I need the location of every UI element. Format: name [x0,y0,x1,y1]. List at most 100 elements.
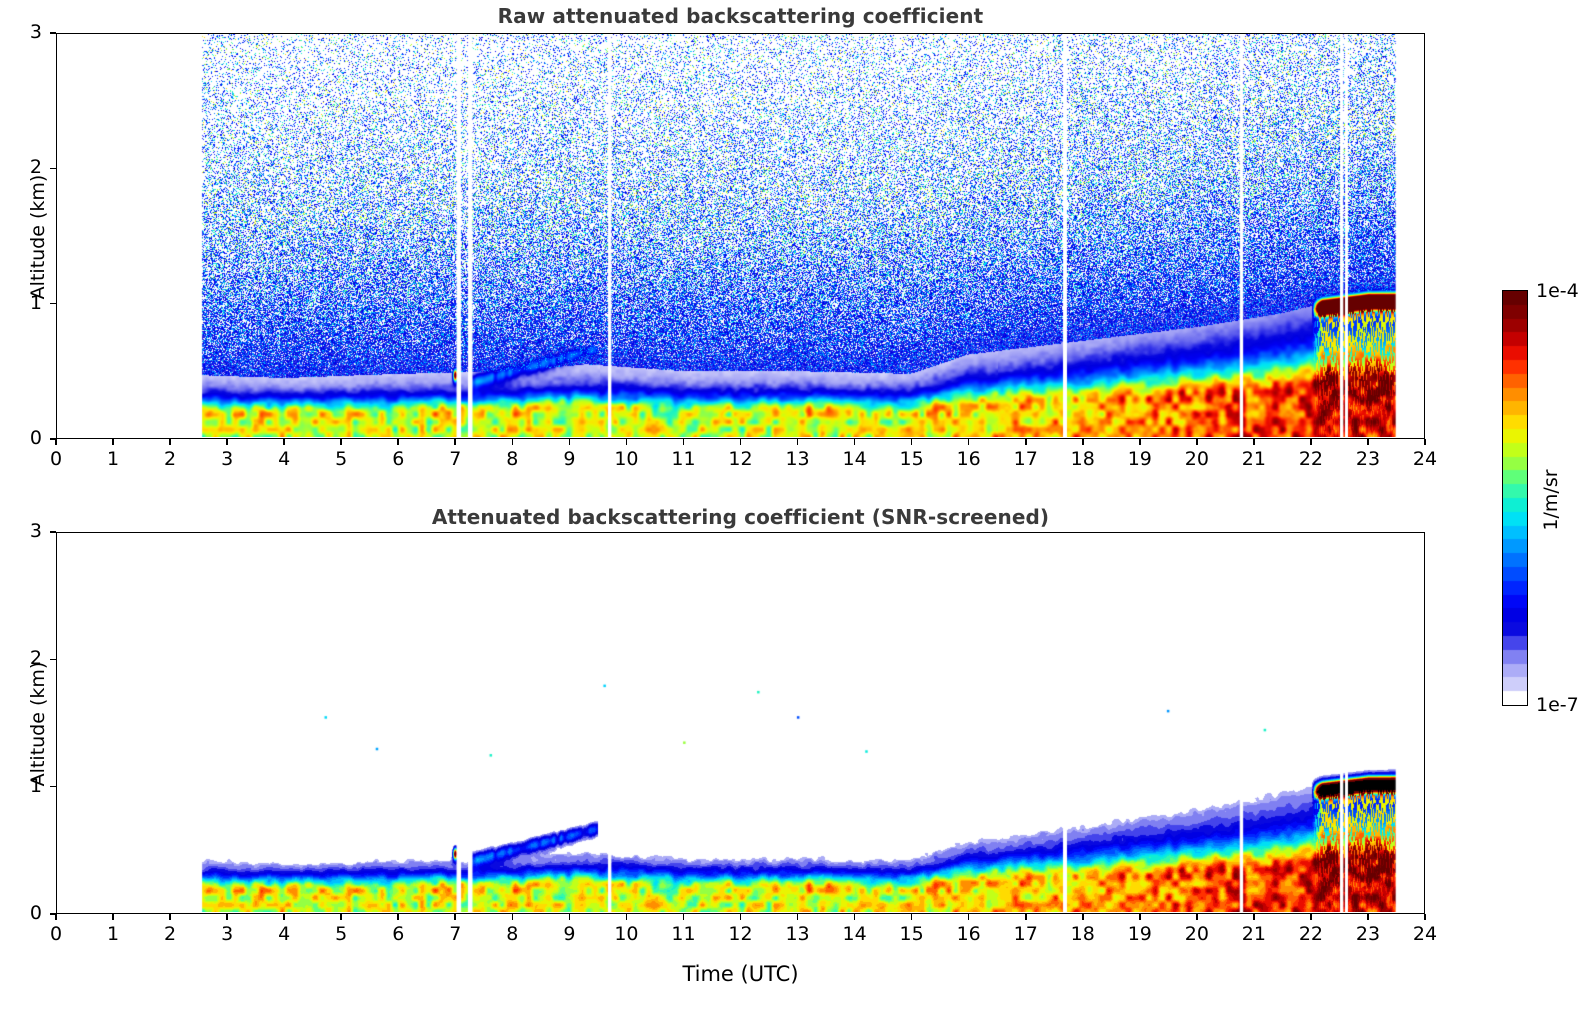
x-tick-label-16: 16 [956,448,981,470]
colorbar-label: 1/m/sr [1540,469,1562,531]
x-tick-mark [1310,439,1312,445]
x-tick-label-22: 22 [1298,923,1323,945]
x-tick-label-24: 24 [1412,923,1438,945]
x-tick-label-5: 5 [335,923,348,945]
x-tick-mark [910,439,913,445]
x-tick-mark [1138,439,1141,445]
x-tick-label-13: 13 [785,448,810,470]
x-tick-label-22: 22 [1298,448,1323,470]
x-tick-mark [1024,439,1027,445]
x-tick-label-11: 11 [671,923,696,945]
y-tick-label-2: 2 [29,156,42,179]
y-tick-mark [50,785,56,788]
x-tick-label-17: 17 [1013,448,1038,470]
x-tick-label-10: 10 [614,923,639,945]
x-tick-mark [1253,914,1255,920]
x-tick-label-2: 2 [164,923,177,945]
x-tick-label-0: 0 [49,923,63,945]
x-tick-label-24: 24 [1412,448,1438,470]
x-axis-label: Time (UTC) [682,962,799,986]
x-tick-label-23: 23 [1355,923,1381,945]
x-tick-label-0: 0 [49,448,63,470]
x-tick-label-2: 2 [164,448,177,470]
x-tick-label-18: 18 [1070,448,1095,470]
x-tick-label-18: 18 [1070,923,1095,945]
x-tick-label-23: 23 [1355,448,1381,470]
x-tick-mark [739,914,742,920]
x-tick-label-17: 17 [1013,923,1038,945]
x-tick-mark [1367,439,1369,445]
x-tick-mark [853,439,856,445]
x-tick-mark [169,439,171,445]
panel-title-raw: Raw attenuated backscattering coefficien… [497,4,984,28]
y-tick-label-1: 1 [29,291,42,314]
colorbar-gradient [1503,291,1527,705]
x-tick-mark [169,914,171,920]
plot-axes-screened [56,532,1425,914]
x-tick-mark [340,914,342,920]
x-tick-mark [1081,439,1084,445]
x-tick-mark [340,439,342,445]
x-tick-label-8: 8 [506,448,519,470]
x-tick-label-21: 21 [1241,448,1266,470]
x-tick-mark [625,439,628,445]
x-tick-label-6: 6 [392,923,405,945]
x-tick-mark [853,914,856,920]
x-tick-label-3: 3 [221,923,234,945]
x-tick-mark [796,439,799,445]
x-tick-label-4: 4 [278,448,291,470]
x-tick-label-12: 12 [728,448,753,470]
y-tick-mark [50,658,56,661]
x-tick-label-15: 15 [899,923,924,945]
x-tick-mark [625,914,628,920]
x-tick-label-19: 19 [1127,448,1152,470]
x-tick-mark [112,439,114,445]
x-tick-mark [1024,914,1027,920]
colorbar-tick-max: 1e-4 [1536,280,1579,302]
x-tick-mark [511,914,514,920]
x-tick-mark [796,914,799,920]
x-tick-mark [1367,914,1369,920]
x-tick-mark [397,439,400,445]
y-tick-label-2: 2 [29,647,42,670]
x-tick-mark [454,914,457,920]
x-tick-label-1: 1 [106,923,120,945]
x-tick-label-14: 14 [842,923,867,945]
x-tick-label-9: 9 [563,923,576,945]
x-tick-mark [283,439,285,445]
y-tick-mark [50,32,56,34]
x-tick-label-21: 21 [1241,923,1266,945]
heatmap-canvas-screened [57,533,1423,912]
x-tick-label-10: 10 [614,448,639,470]
x-tick-mark [55,439,57,445]
x-tick-mark [1196,914,1198,920]
y-tick-mark [50,531,56,533]
x-tick-label-3: 3 [221,448,234,470]
x-tick-mark [1310,914,1312,920]
x-tick-mark [1081,914,1084,920]
y-tick-label-3: 3 [29,21,42,43]
y-tick-mark [50,167,56,170]
x-tick-label-14: 14 [842,448,867,470]
x-tick-label-19: 19 [1127,923,1152,945]
x-tick-label-20: 20 [1184,923,1209,945]
plot-axes-raw [56,33,1425,439]
x-tick-mark [682,914,685,920]
x-tick-label-1: 1 [106,448,120,470]
x-tick-mark [1196,439,1198,445]
colorbar-tick-min: 1e-7 [1536,694,1579,716]
heatmap-canvas-raw [57,34,1423,437]
x-tick-mark [1253,439,1255,445]
y-tick-mark [50,438,56,440]
x-tick-label-16: 16 [956,923,981,945]
y-tick-label-0: 0 [29,902,42,924]
x-tick-mark [226,439,228,445]
x-tick-label-9: 9 [563,448,576,470]
x-tick-mark [397,914,400,920]
x-tick-mark [283,914,285,920]
y-tick-label-1: 1 [29,774,42,797]
x-tick-mark [967,439,970,445]
x-tick-label-15: 15 [899,448,924,470]
x-tick-label-7: 7 [449,448,462,470]
x-tick-label-12: 12 [728,923,753,945]
